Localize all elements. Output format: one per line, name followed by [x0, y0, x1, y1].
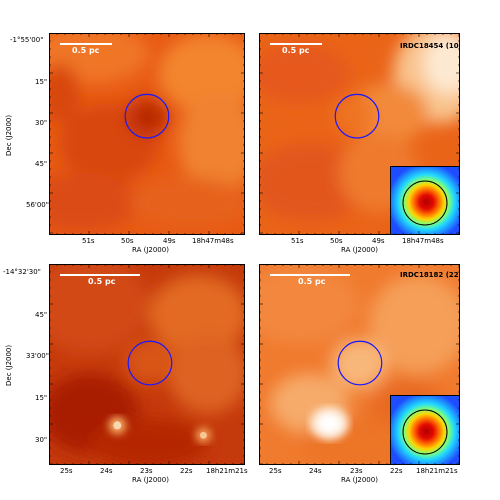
y-axis-title: Dec (J2000) [5, 114, 13, 156]
x-tick-label: 23s [140, 467, 153, 475]
aperture-circle [124, 93, 170, 139]
aperture-circle [334, 93, 380, 139]
scale-bar [270, 274, 350, 276]
x-tick-label: 18h21m21s [416, 467, 458, 475]
map-panel-bottom-right: 0.5 pc IRDC18182 (22 [259, 264, 460, 465]
y-tick-label: 33'00" [26, 352, 49, 360]
x-axis-title: RA (J2000) [132, 246, 169, 254]
scale-bar [60, 43, 112, 45]
x-tick-label: 50s [121, 237, 134, 245]
x-tick-label: 18h47m48s [192, 237, 234, 245]
map-panel-top-left: 0.5 pc [49, 33, 245, 235]
scale-bar-label: 0.5 pc [88, 277, 116, 286]
x-axis-title: RA (J2000) [341, 476, 378, 484]
y-axis-title: Dec (J2000) [5, 344, 13, 386]
map-panel-bottom-left: 0.5 pc [49, 264, 245, 465]
x-tick-label: 49s [163, 237, 176, 245]
y-tick-label: 30" [35, 436, 48, 444]
inset-map [390, 166, 459, 234]
x-axis-title: RA (J2000) [132, 476, 169, 484]
x-tick-label: 23s [350, 467, 363, 475]
scale-bar-label: 0.5 pc [298, 277, 326, 286]
aperture-circle [127, 340, 173, 386]
inset-map [390, 395, 459, 464]
x-tick-label: 51s [291, 237, 304, 245]
y-tick-label: 15" [35, 78, 48, 86]
intensity-map [50, 34, 244, 234]
y-tick-label: 56'00" [26, 201, 49, 209]
x-tick-label: 50s [330, 237, 343, 245]
x-tick-label: 25s [60, 467, 73, 475]
y-tick-label: 30" [35, 119, 48, 127]
y-tick-label: 15" [35, 394, 48, 402]
aperture-circle [337, 340, 383, 386]
y-tick-label: -1°55'00" [10, 36, 44, 44]
x-tick-label: 22s [180, 467, 193, 475]
x-tick-label: 18h47m48s [402, 237, 444, 245]
scale-bar [270, 43, 322, 45]
x-tick-label: 25s [269, 467, 282, 475]
y-tick-label: 45" [35, 160, 48, 168]
x-tick-label: 18h21m21s [206, 467, 248, 475]
scale-bar [60, 274, 140, 276]
source-name-label: IRDC18454 (10 [400, 42, 459, 50]
scale-bar-label: 0.5 pc [282, 46, 310, 55]
x-tick-label: 24s [309, 467, 322, 475]
x-tick-label: 22s [390, 467, 403, 475]
y-tick-label: -14°32'30" [3, 268, 41, 276]
intensity-map [50, 265, 244, 464]
source-name-label: IRDC18182 (22 [400, 271, 459, 279]
x-tick-label: 49s [372, 237, 385, 245]
x-axis-title: RA (J2000) [341, 246, 378, 254]
map-panel-top-right: 0.5 pc IRDC18454 (10 [259, 33, 460, 235]
x-tick-label: 24s [100, 467, 113, 475]
x-tick-label: 51s [82, 237, 95, 245]
y-tick-label: 45" [35, 311, 48, 319]
scale-bar-label: 0.5 pc [72, 46, 100, 55]
